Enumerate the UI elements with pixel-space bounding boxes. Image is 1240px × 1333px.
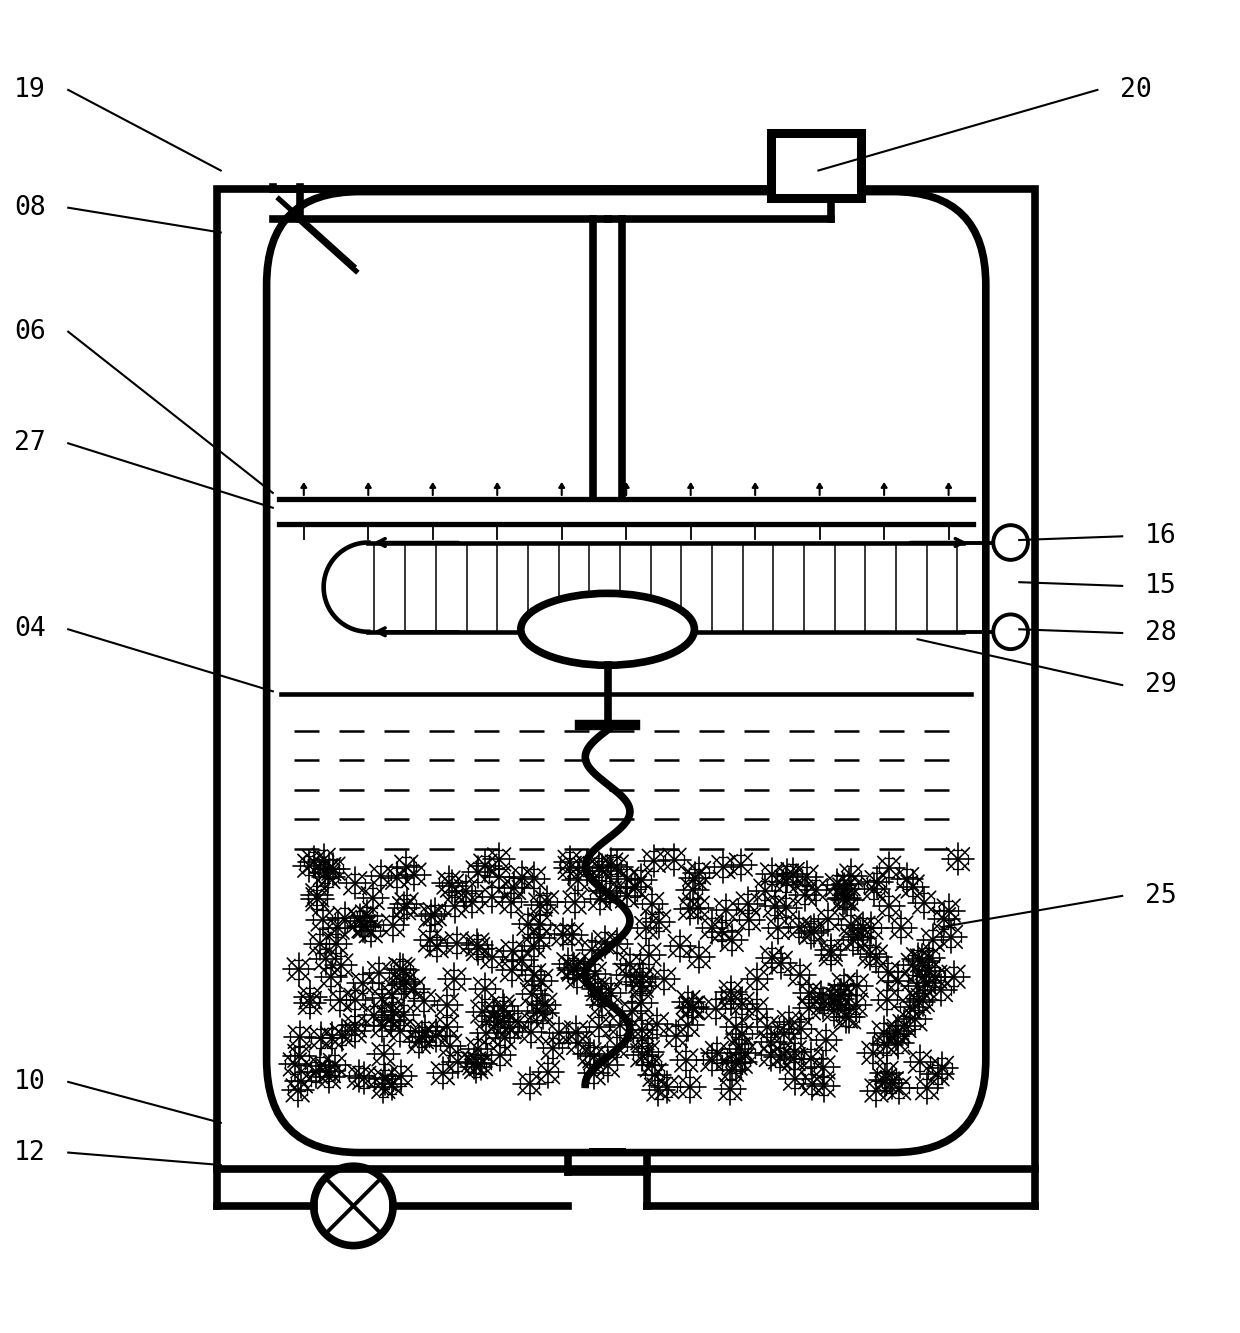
Text: 16: 16: [1145, 524, 1177, 549]
Text: 08: 08: [14, 195, 46, 221]
Text: 19: 19: [14, 77, 46, 103]
Text: 10: 10: [14, 1069, 46, 1094]
Bar: [217, 189, 1035, 1169]
Text: 12: 12: [14, 1140, 46, 1165]
Text: 06: 06: [14, 319, 46, 345]
Text: 27: 27: [14, 431, 46, 456]
Text: 28: 28: [1145, 620, 1177, 647]
Bar: [771, 133, 861, 197]
Text: 15: 15: [1145, 573, 1177, 599]
Text: 25: 25: [1145, 882, 1177, 909]
Text: 29: 29: [1145, 672, 1177, 698]
Ellipse shape: [521, 593, 694, 665]
Text: 04: 04: [14, 616, 46, 643]
Text: 20: 20: [1120, 77, 1152, 103]
FancyBboxPatch shape: [267, 192, 986, 1153]
